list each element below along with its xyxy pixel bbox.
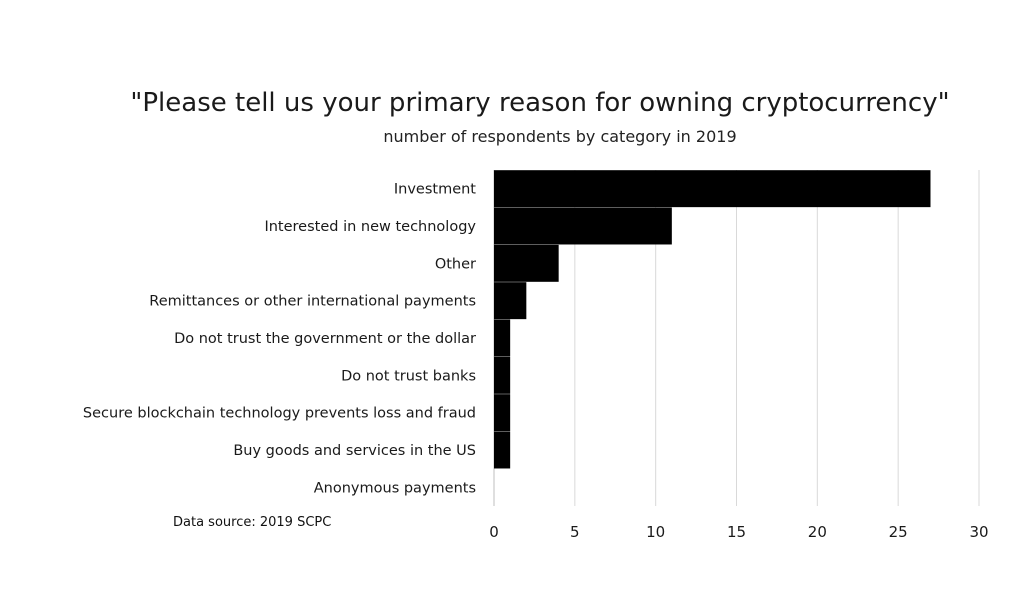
x-tick-label: 30 [969, 523, 988, 541]
x-tick-label: 5 [570, 523, 580, 541]
x-tick-label: 20 [808, 523, 827, 541]
bar [494, 244, 559, 282]
category-label: Investment [394, 182, 476, 198]
bar [494, 170, 931, 208]
category-label: Buy goods and services in the US [233, 443, 476, 459]
x-tick-label: 15 [727, 523, 746, 541]
bar [494, 282, 527, 320]
data-source-note: Data source: 2019 SCPC [173, 515, 332, 530]
x-tick-label: 10 [646, 523, 665, 541]
category-label: Secure blockchain technology prevents lo… [83, 406, 476, 422]
chart-subtitle: number of respondents by category in 201… [383, 127, 737, 146]
category-label: Anonymous payments [314, 480, 476, 496]
bar [494, 431, 511, 469]
category-label: Interested in new technology [264, 219, 476, 235]
chart-title: "Please tell us your primary reason for … [130, 88, 950, 118]
category-label: Other [435, 256, 476, 272]
bar [494, 319, 511, 357]
x-tick-label: 0 [489, 523, 499, 541]
category-label: Remittances or other international payme… [149, 294, 476, 310]
bar [494, 207, 672, 245]
bar [494, 356, 511, 394]
x-tick-label: 25 [889, 523, 908, 541]
category-label: Do not trust the government or the dolla… [174, 331, 476, 347]
category-label: Do not trust banks [341, 368, 476, 384]
bar [494, 394, 511, 432]
